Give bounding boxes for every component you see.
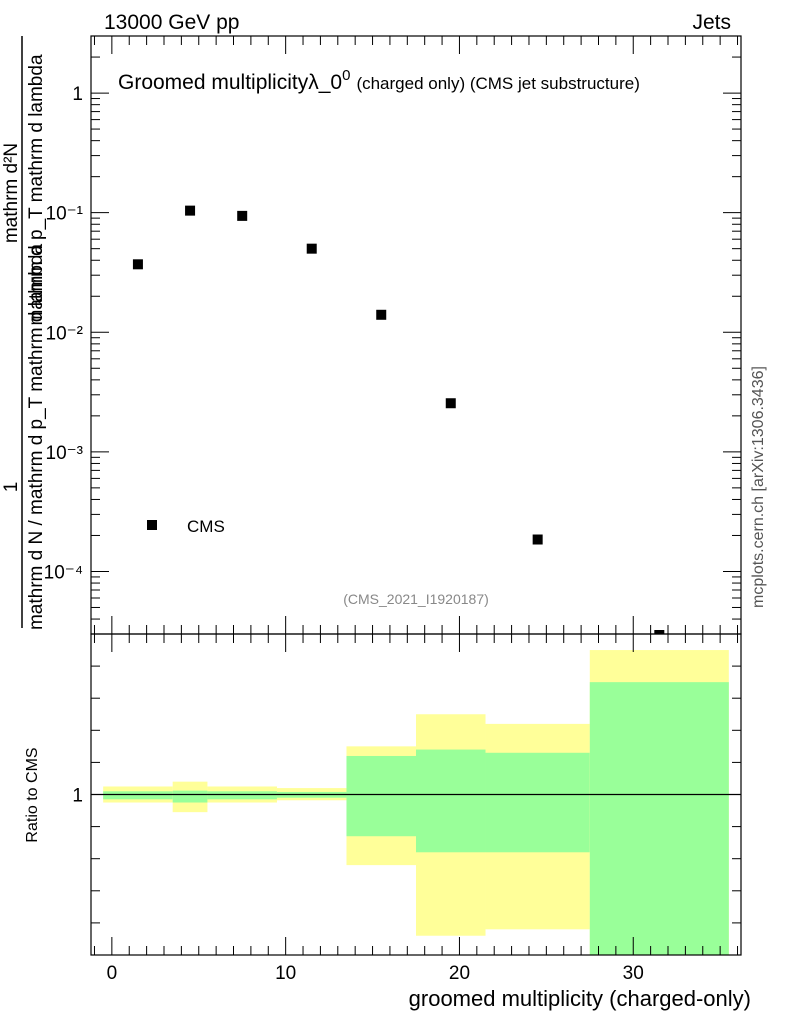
x-tick-label: 30 (623, 963, 644, 984)
y-tick-label: 10⁻² (46, 323, 84, 344)
y-tick-label: 10⁻⁴ (44, 562, 83, 583)
y-tick-label: 10⁻¹ (46, 204, 84, 225)
ratio-axis-label: Ratio to CMS (24, 747, 41, 842)
y-axis-label-denominator-1: mathrm d N / mathrm d p_T mathrm d lambd… (26, 244, 47, 631)
data-point (445, 398, 456, 409)
x-tick-label: 10 (275, 963, 296, 984)
side-label: mcplots.cern.ch [arXiv:1306.3436] (750, 366, 767, 608)
main-plot-frame (90, 35, 742, 635)
data-point (132, 259, 143, 270)
legend-label: CMS (187, 517, 225, 536)
ratio-band-inner (416, 749, 486, 853)
y-axis-label-numerator-1: 1 (1, 482, 22, 493)
ratio-band-inner (346, 755, 416, 837)
plot-title: Groomed multiplicityλ_00 (charged only) (… (118, 67, 640, 94)
ratio-band-inner (103, 791, 173, 800)
ratio-band-inner (589, 682, 729, 955)
energy-label: 13000 GeV pp (104, 11, 239, 34)
y-axis-label-denominator-2: mathrm d p_T mathrm d lambda (26, 54, 47, 325)
data-point (237, 210, 248, 221)
y-tick-label: 1 (72, 84, 83, 105)
data-point (306, 243, 317, 254)
process-label: Jets (692, 11, 731, 34)
x-axis-label: groomed multiplicity (charged-only) (409, 986, 751, 1011)
data-point (185, 205, 196, 216)
y-axis-label-numerator-2: mathrm d²N (1, 143, 22, 243)
ratio-band-inner (485, 752, 590, 853)
x-tick-label: 20 (449, 963, 470, 984)
data-point (654, 630, 665, 634)
ratio-band-inner (207, 791, 277, 800)
ratio-y-tick-label: 1 (72, 786, 83, 807)
data-point (532, 534, 543, 545)
x-tick-label: 0 (107, 963, 118, 984)
data-point (376, 309, 387, 320)
analysis-label: (CMS_2021_I1920187) (343, 591, 489, 607)
y-tick-label: 10⁻³ (46, 443, 84, 464)
legend-marker (147, 520, 157, 530)
ratio-band-inner (172, 790, 208, 803)
